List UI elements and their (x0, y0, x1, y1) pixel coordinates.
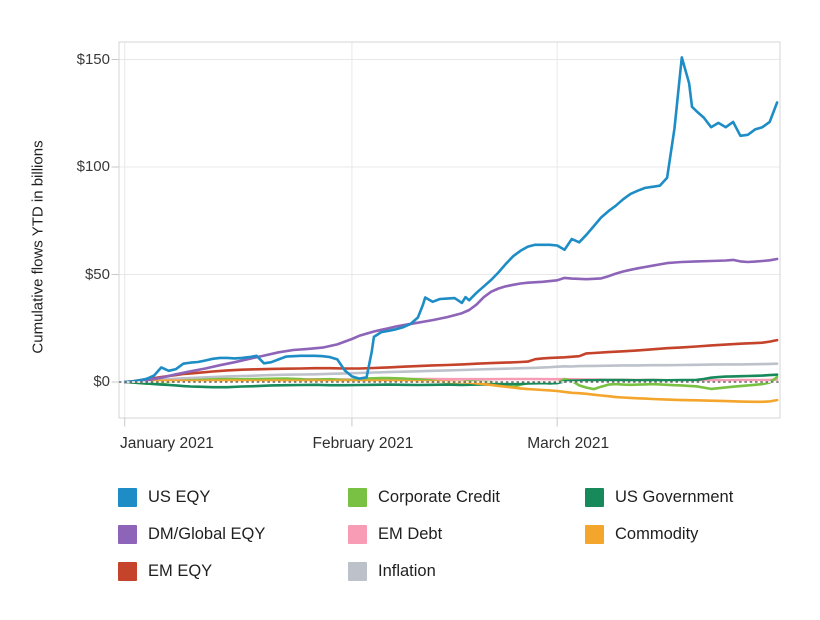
y-tick-label-0: $0 (93, 373, 110, 390)
x-tick-label-february: February 2021 (312, 435, 414, 452)
x-tick-label-march: March 2021 (527, 435, 610, 452)
y-tick-label-100: $100 (76, 158, 110, 175)
y-tick-label-50: $50 (84, 265, 110, 283)
y-tick-label-150: $150 (76, 50, 110, 68)
x-tick-label-january: January 2021 (120, 435, 214, 452)
